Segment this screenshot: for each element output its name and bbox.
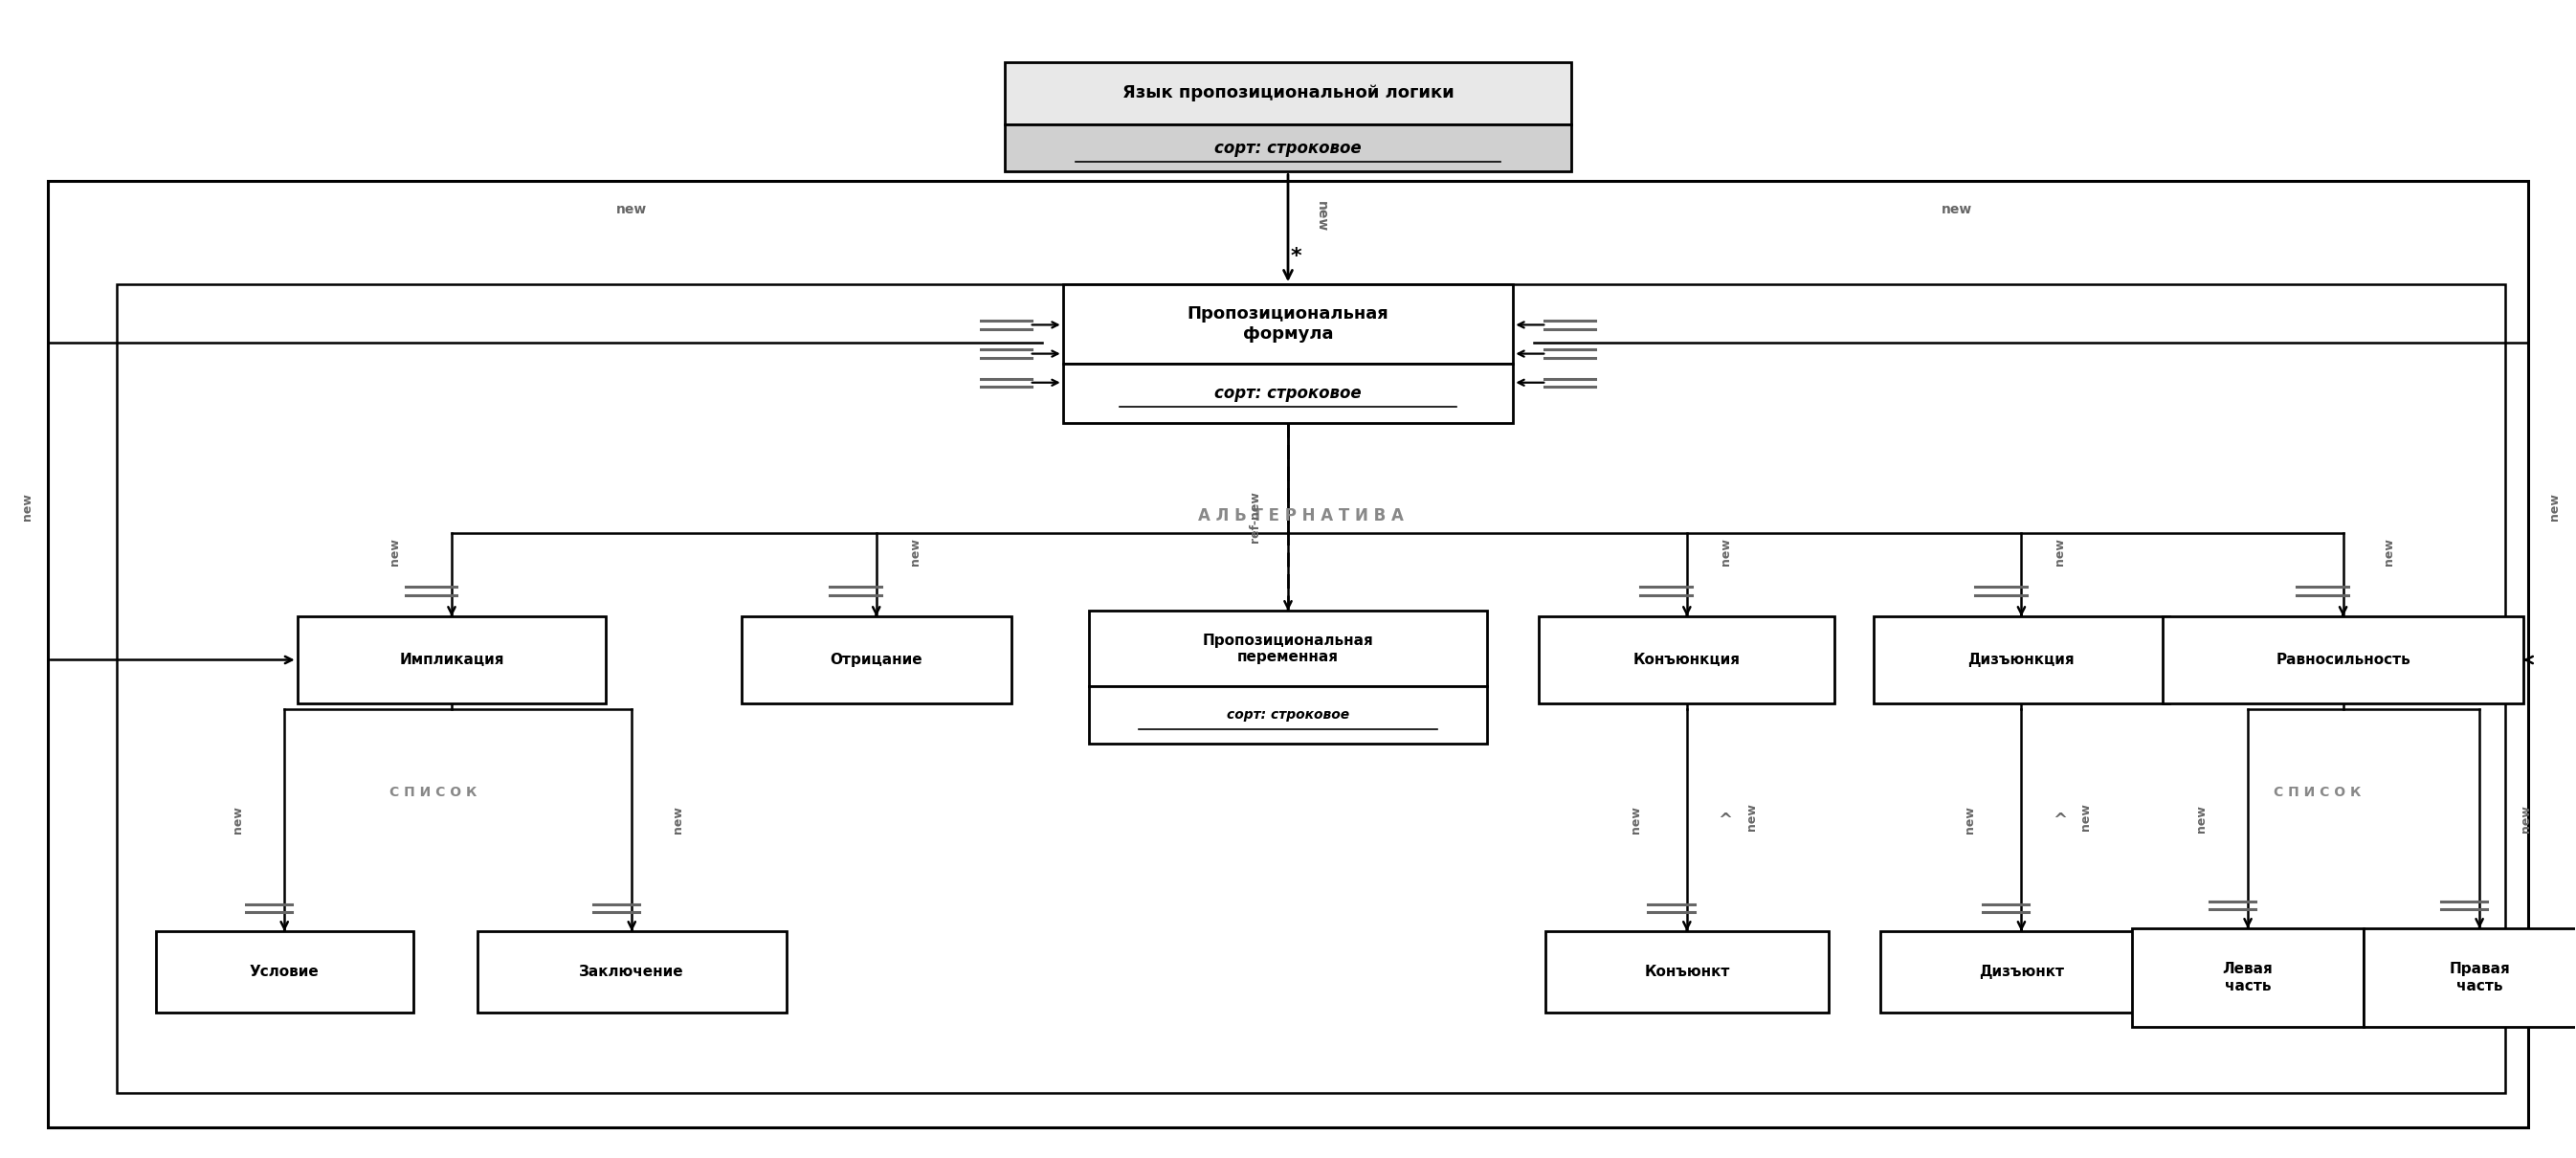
Bar <box>1880 931 2164 1012</box>
Text: Пропозициональная
переменная: Пропозициональная переменная <box>1203 633 1373 665</box>
Text: Равносильность: Равносильность <box>2275 653 2411 667</box>
Text: Импликация: Импликация <box>399 653 505 667</box>
Bar <box>2133 929 2365 1027</box>
Text: Конъюнкт: Конъюнкт <box>1643 965 1728 979</box>
Bar <box>1090 687 1486 743</box>
Text: ^: ^ <box>2053 812 2066 829</box>
Text: new: new <box>2079 804 2092 831</box>
Text: Пропозициональная
формула: Пропозициональная формула <box>1188 306 1388 343</box>
Text: сорт: строковое: сорт: строковое <box>1213 384 1363 402</box>
Text: Условие: Условие <box>250 965 319 979</box>
Text: new: new <box>2053 537 2066 565</box>
Text: new: new <box>1942 203 1973 217</box>
Bar <box>1538 616 1834 703</box>
Text: new: new <box>672 806 685 834</box>
Bar <box>1546 931 1829 1012</box>
Text: new: new <box>616 203 647 217</box>
Text: new: new <box>1744 804 1757 831</box>
Text: new: new <box>1963 806 1976 834</box>
Text: new: new <box>2548 493 2561 521</box>
Text: new: new <box>1718 537 1731 565</box>
Text: new: new <box>389 537 402 565</box>
Bar <box>46 181 2530 1128</box>
Text: new: new <box>2383 537 2396 565</box>
Text: ref-new: ref-new <box>1249 491 1260 543</box>
Text: new: new <box>2195 805 2208 833</box>
Text: сорт: строковое: сорт: строковое <box>1213 139 1363 156</box>
Text: ^: ^ <box>1718 812 1734 829</box>
Text: Правая
часть: Правая часть <box>2450 962 2509 994</box>
Text: Дизъюнкт: Дизъюнкт <box>1978 965 2063 979</box>
Text: new: new <box>21 493 33 521</box>
Text: Язык пропозициональной логики: Язык пропозициональной логики <box>1123 85 1453 102</box>
Bar <box>1005 63 1571 125</box>
Bar <box>1005 125 1571 171</box>
Bar <box>1064 364 1512 423</box>
Bar <box>2365 929 2576 1027</box>
Text: new: new <box>232 806 245 834</box>
Bar <box>1090 610 1486 687</box>
Text: С П И С О К: С П И С О К <box>389 786 477 799</box>
Bar <box>155 931 412 1012</box>
Bar <box>477 931 786 1012</box>
Text: new: new <box>1628 806 1641 834</box>
Text: С П И С О К: С П И С О К <box>2275 786 2362 799</box>
Text: Дизъюнкция: Дизъюнкция <box>1968 653 2074 667</box>
Text: new: new <box>2519 805 2532 833</box>
Text: А Л Ь Т Е Р Н А Т И В А: А Л Ь Т Е Р Н А Т И В А <box>1198 507 1404 525</box>
Bar <box>1873 616 2169 703</box>
Text: сорт: строковое: сорт: строковое <box>1226 709 1350 721</box>
Text: Конъюнкция: Конъюнкция <box>1633 653 1741 667</box>
Text: new: new <box>1314 201 1329 232</box>
Text: Левая
часть: Левая часть <box>2223 962 2272 994</box>
Text: Заключение: Заключение <box>580 965 685 979</box>
Bar <box>1064 285 1512 364</box>
Text: new: new <box>909 537 922 565</box>
Bar <box>296 616 605 703</box>
Text: Отрицание: Отрицание <box>829 653 922 667</box>
Bar <box>2164 616 2524 703</box>
Text: *: * <box>1291 248 1301 266</box>
Bar <box>116 285 2506 1093</box>
Bar <box>742 616 1012 703</box>
